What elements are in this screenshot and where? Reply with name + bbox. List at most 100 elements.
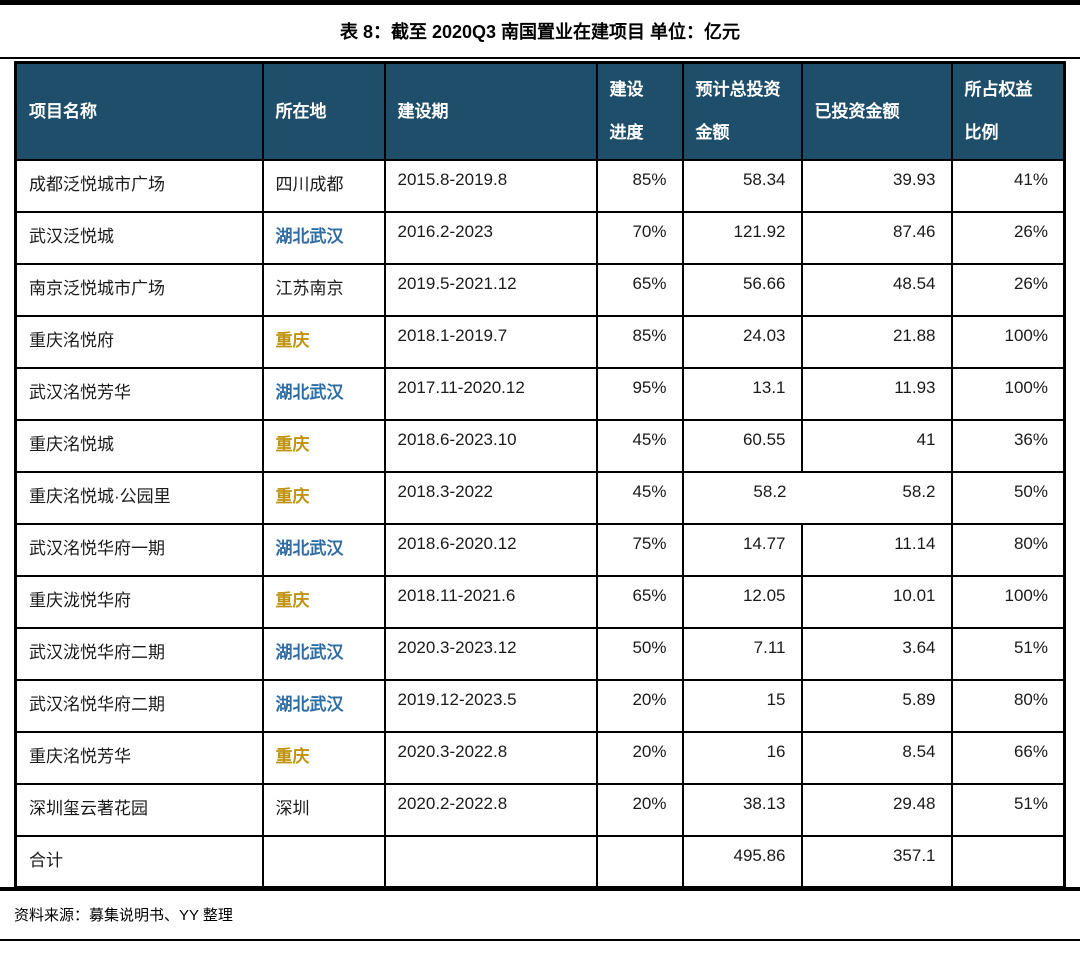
cell-equity: 100% — [950, 574, 1066, 629]
cell-name: 重庆洺悦府 — [14, 314, 264, 369]
column-header-progress: 建设 进度 — [595, 61, 684, 161]
cell-est_total: 12.05 — [681, 574, 803, 629]
cell-name: 重庆洺悦城 — [14, 418, 264, 473]
cell-name: 武汉洺悦华府一期 — [14, 522, 264, 577]
total-row: 合计 495.86 357.1 — [14, 834, 1066, 889]
cell-location: 湖北武汉 — [261, 626, 386, 681]
column-header-est_total: 预计总投资 金额 — [681, 61, 803, 161]
cell-period: 2017.11-2020.12 — [383, 366, 598, 421]
cell-est_total: 121.92 — [681, 210, 803, 265]
cell-period: 2020.3-2023.12 — [383, 626, 598, 681]
cell-location — [261, 834, 386, 889]
top-divider-bar — [0, 0, 1080, 5]
cell-progress: 95% — [595, 366, 684, 421]
cell-est_total: 58.2 — [681, 470, 802, 525]
cell-equity: 80% — [950, 522, 1066, 577]
cell-equity: 26% — [950, 262, 1066, 317]
cell-period: 2015.8-2019.8 — [383, 158, 598, 213]
table-body: 成都泛悦城市广场 四川成都 2015.8-2019.8 85% 58.34 39.93 41… — [14, 158, 1066, 889]
cell-period: 2020.2-2022.8 — [383, 782, 598, 837]
column-header-location: 所在地 — [261, 61, 386, 161]
cell-location: 重庆 — [261, 418, 386, 473]
cell-name: 武汉洺悦芳华 — [14, 366, 264, 421]
cell-period: 2018.1-2019.7 — [383, 314, 598, 369]
cell-est_total: 16 — [681, 730, 803, 785]
table-row: 成都泛悦城市广场 四川成都 2015.8-2019.8 85% 58.34 39.93 41… — [14, 158, 1066, 213]
table-row: 重庆洺悦城 重庆 2018.6-2023.10 45% 60.55 41 36% — [14, 418, 1066, 473]
cell-invested: 58.2 — [801, 470, 953, 525]
cell-period: 2019.5-2021.12 — [383, 262, 598, 317]
cell-name: 重庆洺悦芳华 — [14, 730, 264, 785]
cell-location: 重庆 — [261, 314, 386, 369]
cell-invested: 21.88 — [800, 314, 953, 369]
projects-table: 项目名称 所在地 建设期 建设 进度 预计总投资 金额 已投资金额 所占权益 比例 成都泛悦… — [14, 61, 1066, 889]
table-row: 深圳玺云著花园 深圳 2020.2-2022.8 20% 38.13 29.48 51% — [14, 782, 1066, 837]
cell-name: 重庆泷悦华府 — [14, 574, 264, 629]
cell-progress: 65% — [595, 262, 684, 317]
cell-invested: 39.93 — [800, 158, 953, 213]
cell-invested: 357.1 — [800, 834, 953, 889]
table-row: 武汉洺悦芳华 湖北武汉 2017.11-2020.12 95% 13.1 11.93 100… — [14, 366, 1066, 421]
cell-est_total: 14.77 — [681, 522, 803, 577]
cell-name: 南京泛悦城市广场 — [14, 262, 264, 317]
table-row: 武汉洺悦华府一期 湖北武汉 2018.6-2020.12 75% 14.77 11.14 8… — [14, 522, 1066, 577]
table-row: 重庆洺悦芳华 重庆 2020.3-2022.8 20% 16 8.54 66% — [14, 730, 1066, 785]
cell-est_total: 495.86 — [681, 834, 803, 889]
cell-name: 武汉泛悦城 — [14, 210, 264, 265]
cell-progress: 75% — [595, 522, 684, 577]
cell-period: 2019.12-2023.5 — [383, 678, 598, 733]
table-row: 武汉泛悦城 湖北武汉 2016.2-2023 70% 121.92 87.46 26% — [14, 210, 1066, 265]
table-bottom-rule — [0, 887, 1080, 891]
table-row: 南京泛悦城市广场 江苏南京 2019.5-2021.12 65% 56.66 48.54 2… — [14, 262, 1066, 317]
cell-progress: 45% — [595, 418, 684, 473]
cell-equity: 100% — [950, 314, 1066, 369]
column-header-name: 项目名称 — [14, 61, 264, 161]
cell-location: 重庆 — [261, 470, 386, 525]
cell-est_total: 13.1 — [681, 366, 803, 421]
table-container: 项目名称 所在地 建设期 建设 进度 预计总投资 金额 已投资金额 所占权益 比例 成都泛悦… — [14, 61, 1080, 889]
cell-period: 2018.6-2020.12 — [383, 522, 598, 577]
cell-progress: 85% — [595, 158, 684, 213]
cell-invested: 11.93 — [800, 366, 953, 421]
cell-location: 湖北武汉 — [261, 678, 386, 733]
cell-est_total: 60.55 — [681, 418, 803, 473]
cell-equity: 66% — [950, 730, 1066, 785]
cell-name: 武汉泷悦华府二期 — [14, 626, 264, 681]
cell-progress — [595, 834, 684, 889]
title-rule — [0, 57, 1080, 59]
cell-location: 深圳 — [261, 782, 386, 837]
cell-location: 重庆 — [261, 574, 386, 629]
cell-progress: 45% — [595, 470, 684, 525]
cell-period: 2018.3-2022 — [383, 470, 598, 525]
cell-progress: 20% — [595, 782, 684, 837]
cell-period: 2020.3-2022.8 — [383, 730, 598, 785]
cell-progress: 65% — [595, 574, 684, 629]
cell-name: 重庆洺悦城·公园里 — [14, 470, 264, 525]
cell-equity: 51% — [950, 782, 1066, 837]
cell-location: 重庆 — [261, 730, 386, 785]
cell-equity: 41% — [950, 158, 1066, 213]
cell-progress: 70% — [595, 210, 684, 265]
column-header-period: 建设期 — [383, 61, 598, 161]
column-header-equity: 所占权益 比例 — [950, 61, 1066, 161]
cell-progress: 85% — [595, 314, 684, 369]
table-row: 武汉泷悦华府二期 湖北武汉 2020.3-2023.12 50% 7.11 3.64 51% — [14, 626, 1066, 681]
cell-invested: 87.46 — [800, 210, 953, 265]
cell-invested: 5.89 — [800, 678, 953, 733]
cell-equity: 36% — [950, 418, 1066, 473]
source-note: 资料来源：募集说明书、YY 整理 — [14, 907, 233, 924]
cell-name: 武汉洺悦华府二期 — [14, 678, 264, 733]
cell-equity: 100% — [950, 366, 1066, 421]
cell-name: 深圳玺云著花园 — [14, 782, 264, 837]
cell-equity — [950, 834, 1066, 889]
cell-progress: 20% — [595, 678, 684, 733]
cell-period: 2018.6-2023.10 — [383, 418, 598, 473]
cell-progress: 50% — [595, 626, 684, 681]
column-header-invested: 已投资金额 — [800, 61, 953, 161]
cell-est_total: 24.03 — [681, 314, 803, 369]
cell-est_total: 15 — [681, 678, 803, 733]
cell-est_total: 58.34 — [681, 158, 803, 213]
cell-invested: 11.14 — [800, 522, 953, 577]
cell-est_total: 38.13 — [681, 782, 803, 837]
table-row: 重庆洺悦府 重庆 2018.1-2019.7 85% 24.03 21.88 100% — [14, 314, 1066, 369]
